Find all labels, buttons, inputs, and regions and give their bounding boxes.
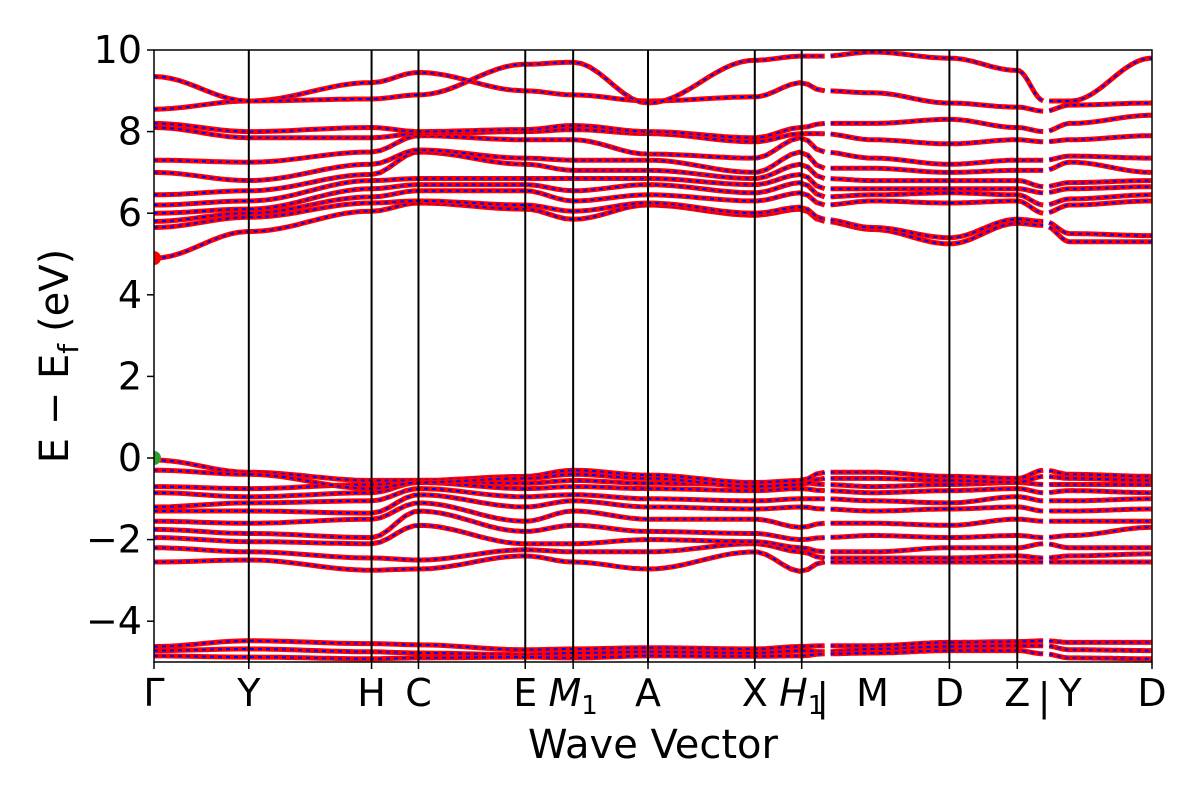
plot-frame bbox=[153, 49, 1153, 663]
x-axis-label: Wave Vector bbox=[528, 722, 779, 768]
y-axis-label: E − Ef (eV) bbox=[32, 249, 85, 464]
y-tick-label-0: −4 bbox=[86, 599, 142, 643]
y-tick-label-6: 8 bbox=[118, 110, 142, 154]
band-5-spin-down bbox=[154, 524, 1152, 553]
x-tick-label-4: E bbox=[513, 671, 537, 715]
y-tick-label-1: −2 bbox=[86, 518, 142, 562]
x-tick-label-2: H bbox=[357, 671, 386, 715]
y-ticks: −4 −2 0 2 4 6 8 10 bbox=[86, 28, 154, 643]
y-tick-label-3: 2 bbox=[118, 354, 142, 398]
bands bbox=[154, 50, 1152, 662]
band-13-spin-down bbox=[154, 469, 1152, 490]
x-tick-label-5: M1 bbox=[548, 671, 597, 721]
x-tick-label-12: Z bbox=[1004, 671, 1030, 715]
markers bbox=[154, 251, 161, 465]
x-tick-label-11: D bbox=[935, 671, 964, 715]
band-6-spin-down bbox=[154, 510, 1152, 541]
x-tick-label-1: Y bbox=[236, 671, 261, 715]
band-1-spin-down bbox=[154, 644, 1152, 656]
x-ticks: Γ Y H C E M1 A X H1| M D Z | Y D bbox=[143, 662, 1167, 721]
x-tick-label-13: | bbox=[1038, 675, 1051, 720]
band-19-spin-down bbox=[154, 150, 1152, 196]
y-axis-label-main: E − E bbox=[32, 354, 78, 464]
kpoint-lines bbox=[247, 50, 1019, 662]
band-9-spin-down bbox=[154, 487, 1152, 508]
band-7-spin-down bbox=[154, 501, 1152, 529]
band-15-spin-down bbox=[154, 200, 1152, 239]
band-8-spin-down bbox=[154, 493, 1152, 515]
x-tick-label-8: H1 bbox=[779, 671, 824, 721]
band-17-spin-down bbox=[154, 181, 1152, 215]
band-23-spin-down bbox=[154, 114, 1152, 139]
band-16-spin-down bbox=[154, 189, 1152, 223]
x-tick-label-15: D bbox=[1137, 671, 1166, 715]
x-tick-label-0: Γ bbox=[143, 671, 164, 715]
band-24-spin-up bbox=[154, 69, 1152, 114]
band-10-spin-down bbox=[154, 481, 1152, 498]
x-tick-label-10: M bbox=[856, 671, 889, 715]
band-21-spin-down bbox=[154, 134, 1152, 166]
x-tick-label-9: | bbox=[816, 675, 829, 720]
y-axis-label-unit: (eV) bbox=[32, 249, 78, 332]
band-2-spin-down bbox=[154, 649, 1152, 660]
band-9-spin-up bbox=[154, 486, 1152, 510]
y-axis-label-sub: f bbox=[52, 343, 85, 354]
band-20-spin-down bbox=[154, 148, 1152, 182]
band-4-spin-down bbox=[154, 542, 1152, 561]
x-tick-label-6: A bbox=[635, 671, 661, 715]
x-tick-label-3: C bbox=[405, 671, 432, 715]
y-tick-label-7: 10 bbox=[94, 28, 142, 72]
band-0-spin-down bbox=[154, 639, 1152, 651]
y-tick-label-5: 6 bbox=[118, 191, 142, 235]
band-18-spin-down bbox=[154, 173, 1152, 206]
marker-0 bbox=[154, 251, 161, 266]
band-25-spin-down bbox=[154, 50, 1152, 105]
x-tick-label-7: X bbox=[742, 671, 768, 715]
y-tick-label-4: 4 bbox=[118, 273, 142, 317]
y-tick-label-2: 0 bbox=[118, 436, 142, 480]
band-3-spin-down bbox=[154, 551, 1152, 573]
marker-1 bbox=[154, 451, 161, 465]
x-tick-label-14: Y bbox=[1058, 671, 1083, 715]
